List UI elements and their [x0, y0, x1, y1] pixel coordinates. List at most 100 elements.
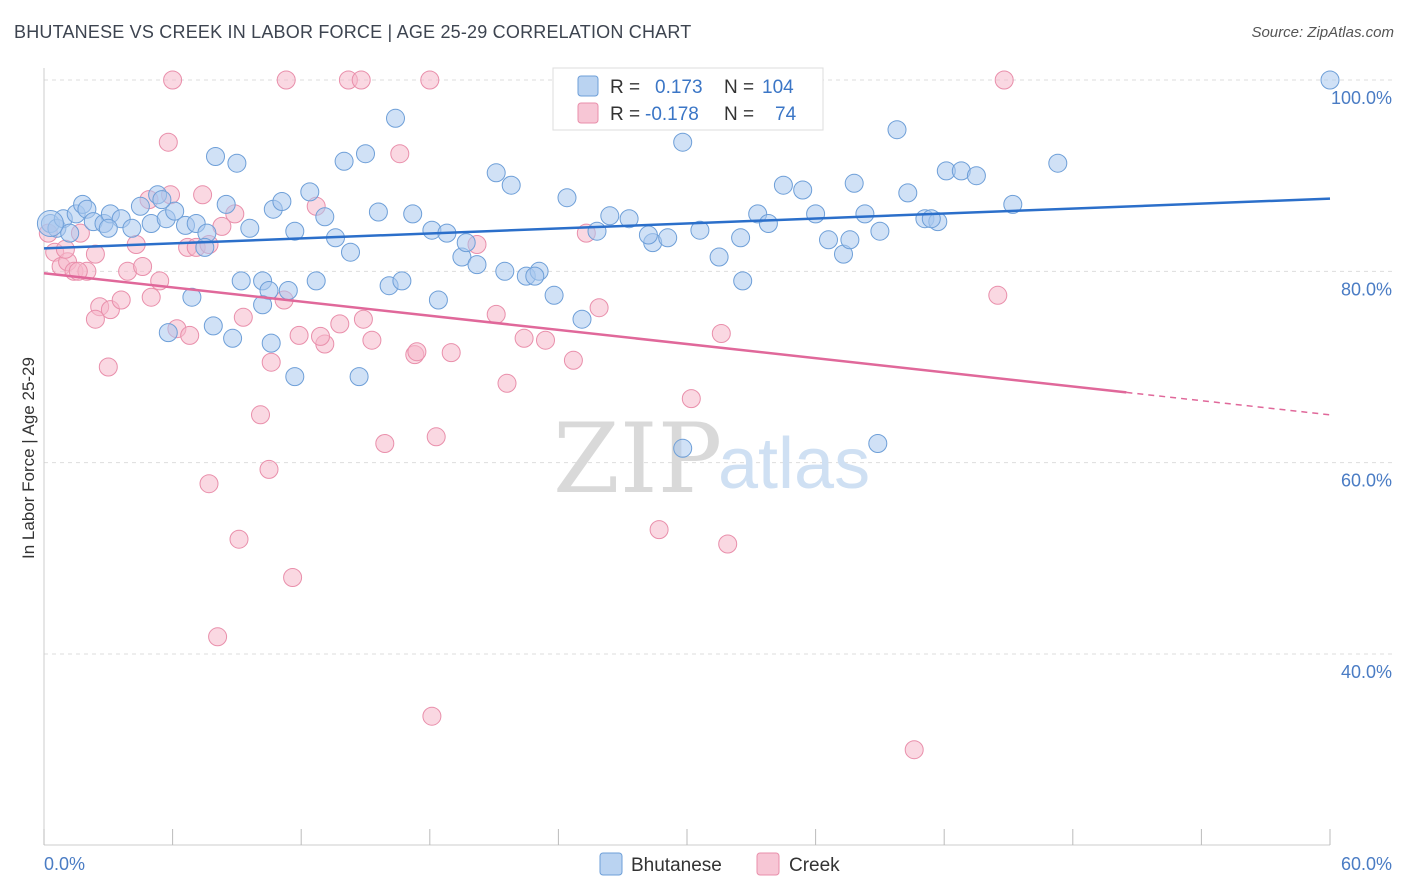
legend-label-bhutanese: Bhutanese — [631, 855, 722, 876]
creek-point — [261, 352, 281, 372]
bhutanese-point — [673, 132, 693, 152]
series-legend: Bhutanese Creek — [599, 852, 840, 876]
creek-point — [589, 298, 609, 318]
creek-point — [420, 70, 440, 90]
creek-point — [229, 529, 249, 549]
trend-line-bhutanese — [43, 197, 1331, 250]
creek-point — [426, 427, 446, 447]
y-tick-label: 40.0% — [1341, 662, 1392, 682]
creek-point — [514, 328, 534, 348]
bhutanese-point — [240, 218, 260, 238]
bhutanese-point — [261, 333, 281, 353]
bhutanese-point — [587, 221, 607, 241]
bhutanese-point — [690, 220, 710, 240]
bhutanese-point — [486, 163, 506, 183]
y-axis-label: In Labor Force | Age 25-29 — [19, 357, 38, 559]
creek-point — [718, 534, 738, 554]
bhutanese-point — [300, 182, 320, 202]
creek-point — [180, 325, 200, 345]
stats-swatch-bhutanese — [577, 75, 599, 97]
bhutanese-point — [819, 230, 838, 250]
bhutanese-point — [544, 285, 564, 305]
creek-point — [536, 330, 555, 350]
creek-point — [407, 342, 427, 362]
bhutanese-point — [501, 175, 521, 195]
creek-point — [994, 70, 1014, 90]
bhutanese-point — [306, 271, 326, 291]
stats-n-value-creek: 74 — [775, 104, 797, 125]
bhutanese-point — [285, 221, 305, 241]
bhutanese-point — [223, 328, 243, 348]
bhutanese-point — [341, 242, 360, 262]
trend-line-creek — [43, 272, 1127, 394]
bhutanese-point — [758, 214, 778, 233]
stats-r-label-bhutanese: R = — [610, 77, 640, 98]
creek-point — [111, 290, 131, 310]
creek-point — [422, 706, 442, 726]
creek-point — [251, 405, 270, 425]
legend-swatch-bhutanese — [599, 852, 623, 876]
bhutanese-point — [98, 218, 118, 238]
creek-point — [351, 70, 371, 90]
bhutanese-point — [600, 206, 620, 226]
bhutanese-point — [315, 207, 335, 227]
bhutanese-point — [227, 153, 247, 173]
creek-point — [283, 568, 303, 587]
bhutanese-point — [206, 147, 225, 166]
watermark: ZIP atlas — [553, 403, 870, 515]
creek-point — [98, 357, 118, 377]
creek-point — [311, 326, 330, 346]
creek-point — [390, 144, 410, 164]
bhutanese-point — [253, 295, 273, 315]
creek-point — [289, 325, 309, 345]
bhutanese-point — [272, 192, 292, 211]
creek-point — [158, 132, 178, 152]
bhutanese-point — [36, 210, 64, 237]
bhutanese-point — [572, 309, 592, 329]
stats-r-value-creek: -0.178 — [645, 104, 699, 125]
bhutanese-point — [165, 201, 185, 221]
creek-point — [711, 324, 731, 343]
bhutanese-point — [386, 108, 405, 128]
bhutanese-point — [216, 194, 236, 214]
bhutanese-point — [638, 225, 658, 245]
bhutanese-point — [966, 166, 986, 186]
creek-point — [199, 474, 219, 494]
bhutanese-point — [495, 261, 515, 281]
creek-point — [55, 239, 75, 259]
bhutanese-point — [658, 228, 678, 248]
bhutanese-point — [356, 144, 375, 164]
bhutanese-point — [152, 190, 172, 210]
gridlines — [44, 79, 1392, 655]
y-tick-labels: 40.0% 60.0% 80.0% 100.0% — [1331, 88, 1392, 682]
stats-swatch-creek — [577, 102, 599, 124]
bhutanese-point — [158, 323, 178, 343]
x-minor-ticks — [43, 829, 1331, 845]
creek-point — [193, 185, 213, 205]
creek-point — [233, 307, 253, 327]
bhutanese-point — [855, 204, 875, 224]
creek-point — [133, 257, 153, 276]
bhutanese-point — [60, 223, 80, 243]
bhutanese-point — [467, 255, 487, 275]
watermark-atlas: atlas — [718, 424, 870, 504]
creek-point — [141, 287, 161, 307]
bhutanese-point — [773, 175, 793, 195]
bhutanese-point — [285, 367, 305, 387]
x-tick-label-max: 60.0% — [1341, 854, 1392, 874]
creek-point — [441, 343, 461, 363]
bhutanese-point — [619, 209, 639, 229]
stats-n-value-bhutanese: 104 — [762, 77, 794, 98]
creek-point — [208, 627, 228, 647]
creek-point — [85, 309, 105, 329]
y-tick-label: 60.0% — [1341, 471, 1392, 491]
creek-point — [276, 70, 296, 90]
bhutanese-point — [231, 271, 251, 291]
stats-n-label-creek: N = — [724, 104, 754, 125]
bhutanese-point — [182, 287, 202, 307]
bhutanese-point — [921, 209, 941, 229]
watermark-zip: ZIP — [553, 403, 722, 515]
bhutanese-point — [525, 266, 545, 286]
creek-point — [497, 373, 517, 393]
